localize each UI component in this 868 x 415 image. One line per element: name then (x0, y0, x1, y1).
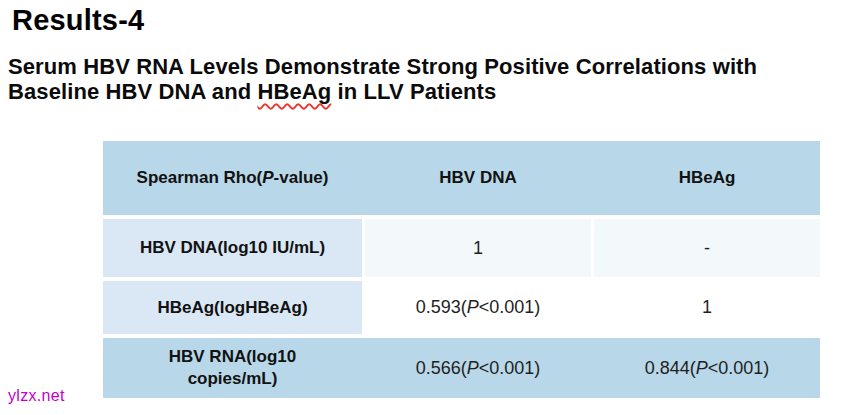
italic-p: P (467, 358, 479, 378)
row-label-hbv-dna: HBV DNA(log10 IU/mL) (103, 219, 362, 277)
italic-p: P (696, 358, 708, 378)
table-row-hbeag: HBeAg(logHBeAg) 0.593(P<0.001) 1 (103, 281, 820, 334)
page-title: Results-4 (12, 2, 144, 38)
slide-subtitle: Serum HBV RNA Levels Demonstrate Strong … (8, 54, 864, 104)
header-spearman-text: Spearman Rho(P-value) (137, 168, 329, 188)
subtitle-line-2: Baseline HBV DNA and HBeAg in LLV Patien… (8, 79, 864, 104)
header-hbv-dna-text: HBV DNA (439, 168, 516, 188)
correlation-table: Spearman Rho(P-value) HBV DNA HBeAg HBV … (103, 141, 820, 398)
row-label-hbeag: HBeAg(logHBeAg) (103, 281, 362, 334)
table-row-hbv-rna: HBV RNA(log10 copies/mL) 0.566(P<0.001) … (103, 338, 820, 398)
header-hbeag-text: HBeAg (679, 168, 736, 188)
italic-p: P (262, 168, 273, 187)
header-cell-hbeag: HBeAg (594, 141, 820, 215)
cell-hbvdna-x-hbvdna: 1 (365, 219, 591, 277)
cell-hbeag-x-hbvdna: 0.593(P<0.001) (365, 281, 591, 334)
cell-hbvrna-x-hbvdna: 0.566(P<0.001) (365, 338, 591, 398)
table-header-row: Spearman Rho(P-value) HBV DNA HBeAg (103, 141, 820, 215)
header-cell-spearman: Spearman Rho(P-value) (103, 141, 362, 215)
cell-hbeag-x-hbeag: 1 (594, 281, 820, 334)
cell-hbvdna-x-hbeag: - (594, 219, 820, 277)
subtitle-line-2-post: in LLV Patients (331, 79, 496, 104)
cell-hbvrna-x-hbeag: 0.844(P<0.001) (594, 338, 820, 398)
subtitle-line-2-pre: Baseline HBV DNA and (8, 79, 257, 104)
italic-p: P (467, 297, 479, 317)
table-row-hbv-dna: HBV DNA(log10 IU/mL) 1 - (103, 219, 820, 277)
subtitle-line-1: Serum HBV RNA Levels Demonstrate Strong … (8, 54, 864, 79)
subtitle-misspelled-word: HBeAg (257, 79, 331, 104)
watermark: ylzx.net (8, 387, 65, 405)
subtitle-line-1-text: Serum HBV RNA Levels Demonstrate Strong … (8, 54, 757, 79)
row-label-hbv-rna: HBV RNA(log10 copies/mL) (103, 338, 362, 398)
header-cell-hbv-dna: HBV DNA (365, 141, 591, 215)
